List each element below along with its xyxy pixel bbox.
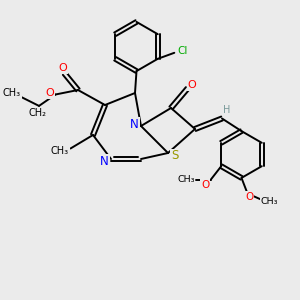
Text: O: O [58,63,68,73]
Text: N: N [130,118,139,131]
Text: CH₃: CH₃ [261,197,278,206]
Text: O: O [201,180,209,190]
Text: O: O [188,80,196,91]
Text: CH₂: CH₂ [28,107,46,118]
Text: H: H [223,105,230,115]
Text: CH₃: CH₃ [3,88,21,98]
Text: O: O [46,88,55,98]
Text: CH₃: CH₃ [177,175,195,184]
Text: O: O [245,192,253,202]
Text: S: S [171,149,178,163]
Text: N: N [100,155,109,168]
Text: Cl: Cl [178,46,188,56]
Text: CH₃: CH₃ [51,146,69,157]
